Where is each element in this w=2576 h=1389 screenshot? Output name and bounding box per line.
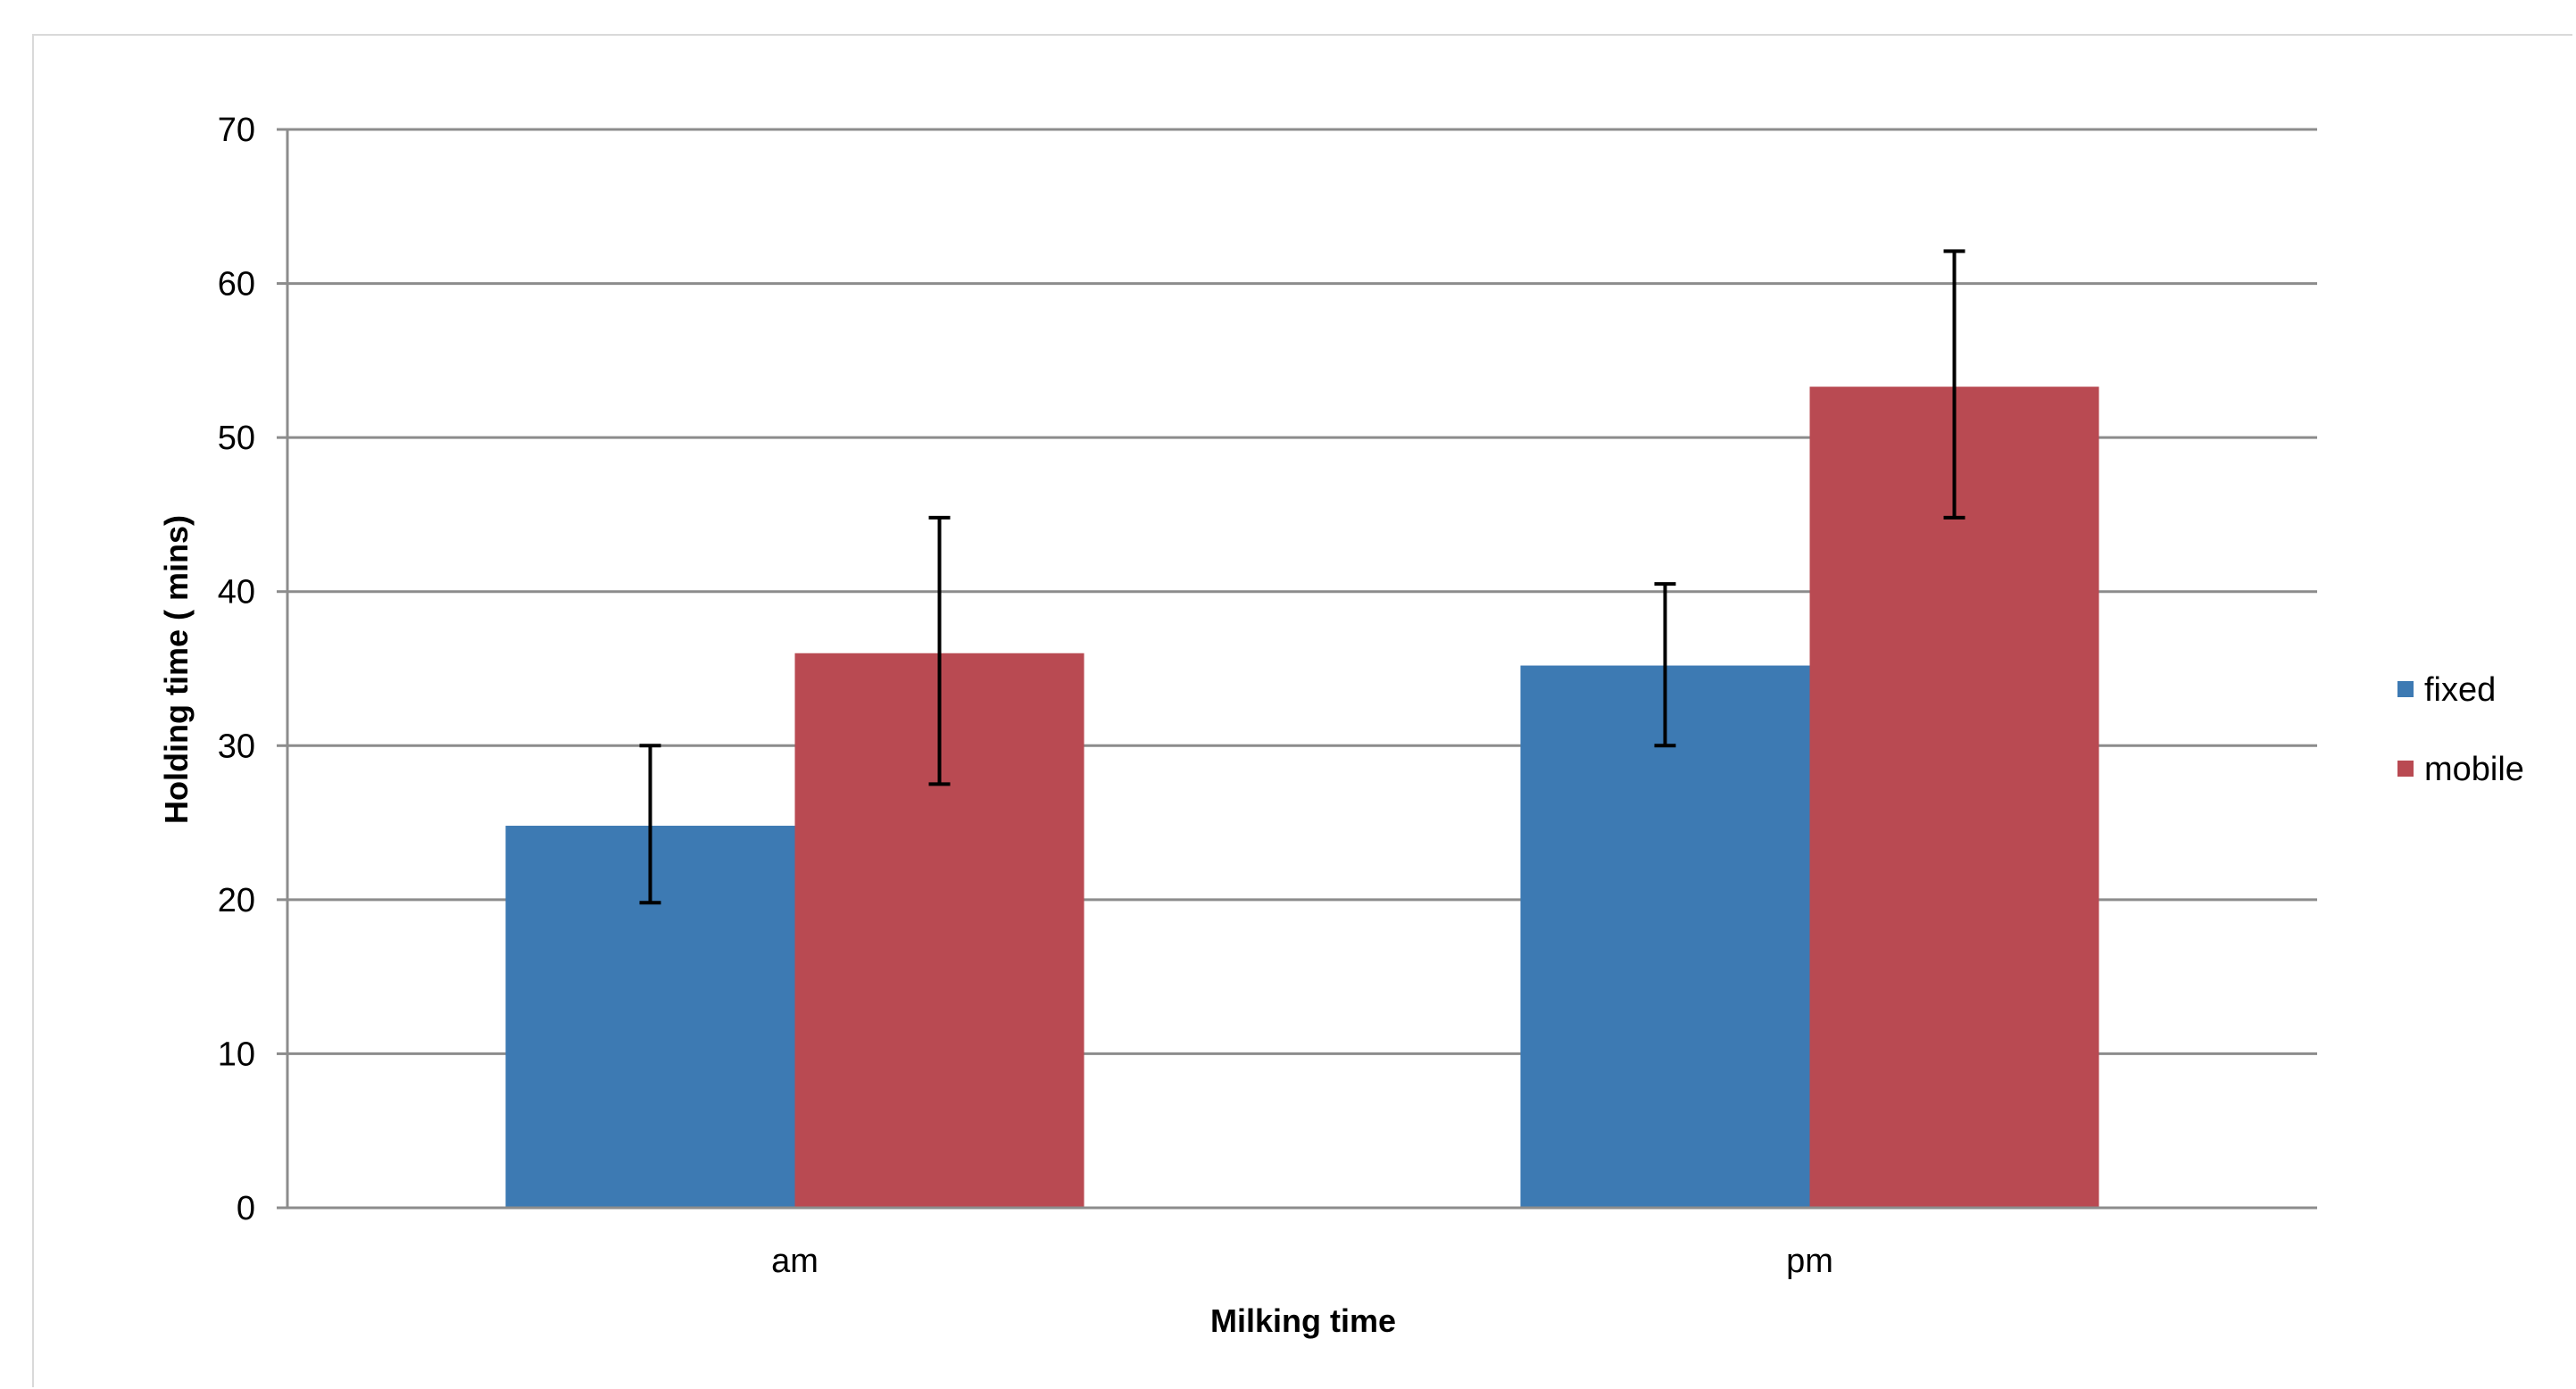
y-tick-label: 40 [218, 574, 255, 611]
error-bars [639, 249, 1965, 905]
bars [505, 387, 2099, 1208]
legend: fixed mobile [2397, 671, 2524, 788]
bar-mobile-pm [1809, 387, 2099, 1208]
chart-frame [32, 34, 2572, 1387]
axes [277, 129, 2317, 1210]
legend-label-fixed: fixed [2424, 671, 2496, 709]
y-tick-label: 60 [218, 266, 255, 304]
legend-swatch-mobile [2397, 761, 2414, 777]
y-tick-label: 20 [218, 882, 255, 919]
legend-label-mobile: mobile [2424, 751, 2524, 788]
x-tick-label: am [771, 1243, 819, 1280]
y-tick-label: 0 [237, 1190, 255, 1227]
y-tick-label: 30 [218, 728, 255, 765]
legend-swatch-fixed [2397, 681, 2414, 697]
x-tick-label: pm [1786, 1243, 1833, 1280]
y-axis-title: Holding time ( mins) [158, 515, 195, 824]
bar-fixed-pm [1520, 665, 1810, 1208]
x-axis-title: Milking time [1210, 1302, 1396, 1339]
y-tick-label: 70 [218, 112, 255, 149]
y-axis-ticks: 0 10 20 30 40 50 60 70 [218, 112, 287, 1227]
x-axis-ticks: am pm [771, 1243, 1833, 1280]
y-tick-label: 50 [218, 420, 255, 457]
y-tick-label: 10 [218, 1036, 255, 1073]
